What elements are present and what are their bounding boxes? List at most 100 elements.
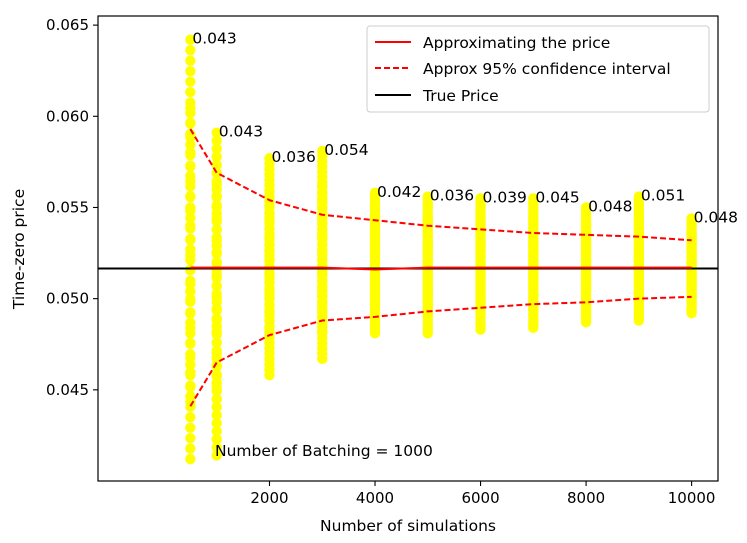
point-label: 0.048 [588, 197, 632, 215]
scatter-point [185, 293, 196, 305]
line-layer [98, 128, 718, 407]
scatter-point [185, 176, 196, 187]
scatter-point [317, 195, 328, 206]
scatter-point [185, 190, 196, 202]
scatter-point [264, 208, 275, 220]
scatter-point [185, 279, 196, 290]
scatter-point [185, 367, 196, 378]
scatter-point [211, 135, 222, 146]
y-tick-label: 0.050 [46, 290, 89, 308]
point-label: 0.036 [430, 187, 474, 205]
scatter-point [475, 193, 486, 204]
scatter-point [211, 151, 222, 163]
scatter-point [264, 292, 275, 303]
scatter-point [211, 348, 222, 360]
y-tick-label: 0.045 [46, 381, 89, 399]
point-label: 0.039 [483, 188, 527, 206]
point-label: 0.036 [271, 148, 315, 166]
scatter-point [211, 371, 222, 382]
scatter-point [211, 434, 222, 445]
scatter-point [686, 213, 697, 224]
scatter-point [185, 443, 196, 454]
scatter-point [185, 76, 196, 87]
scatter-point [185, 34, 196, 45]
scatter-point [185, 235, 196, 246]
scatter-point [317, 224, 328, 235]
scatter-point [211, 382, 222, 394]
scatter-point [185, 132, 196, 143]
scatter-point [317, 304, 328, 315]
scatter-point [317, 282, 328, 294]
scatter-point [211, 280, 222, 292]
x-tick-label: 10000 [668, 489, 716, 507]
legend-label-ci: Approx 95% confidence interval [423, 60, 671, 78]
scatter-point [185, 352, 196, 363]
scatter-point [264, 284, 275, 295]
scatter-point [211, 393, 222, 405]
y-tick-label: 0.060 [46, 107, 89, 125]
x-axis: 2000 4000 6000 8000 10000 [250, 481, 715, 507]
scatter-point [185, 422, 196, 433]
scatter-point [185, 359, 196, 370]
scatter-point [211, 190, 222, 201]
scatter-point [264, 277, 275, 288]
scatter-point [211, 167, 222, 179]
scatter-point [211, 326, 222, 337]
legend: Approximating the price Approx 95% confi… [366, 25, 710, 113]
batching-annotation: Number of Batching = 1000 [215, 442, 433, 460]
scatter-point [185, 44, 196, 56]
scatter-point [185, 161, 196, 173]
scatter-point [185, 323, 196, 334]
scatter-point [317, 217, 328, 228]
scatter-point [211, 292, 222, 303]
scatter-point [264, 153, 275, 164]
scatter-point [475, 213, 486, 225]
scatter-point [211, 450, 222, 461]
legend-frame [366, 25, 710, 113]
scatter-point [686, 227, 697, 239]
scatter-point [422, 191, 433, 202]
scatter-point [422, 212, 433, 224]
scatter-point [185, 205, 196, 217]
scatter-point [211, 247, 222, 258]
scatter-point [211, 201, 222, 213]
scatter-point [185, 396, 196, 407]
scatter-point [211, 314, 222, 326]
scatter-point [633, 212, 645, 224]
scatter-point [264, 254, 275, 265]
x-tick-label: 8000 [567, 489, 605, 507]
x-tick-label: 6000 [461, 489, 499, 507]
scatter-point [211, 179, 222, 190]
scatter-point [317, 145, 328, 157]
scatter-point [185, 86, 196, 98]
scatter-point [185, 337, 196, 349]
scatter-point [211, 426, 222, 437]
ci-upper-line [189, 128, 692, 242]
scatter-point [264, 337, 275, 349]
scatter-point [211, 401, 222, 413]
scatter-point [633, 191, 645, 202]
x-tick-label: 2000 [250, 489, 288, 507]
scatter-point [317, 188, 328, 199]
scatter-point [185, 102, 196, 114]
scatter-point [317, 326, 328, 337]
scatter-point [185, 432, 196, 444]
scatter-point [185, 308, 196, 319]
scatter-point [185, 220, 196, 231]
plot-frame [97, 15, 719, 482]
scatter-point [264, 231, 275, 242]
scatter-point [185, 286, 196, 297]
scatter-point [211, 337, 222, 348]
scatter-point [317, 268, 328, 279]
scatter-point [264, 269, 275, 280]
ci-lower-line [189, 295, 692, 407]
scatter-point [185, 381, 196, 393]
scatter-point [185, 117, 196, 128]
scatter-point [211, 417, 222, 429]
scatter-point [185, 146, 196, 158]
point-label: 0.051 [641, 187, 685, 205]
scatter-point [264, 307, 275, 318]
scatter-point [264, 185, 275, 197]
scatter-point [185, 249, 196, 261]
point-label: 0.043 [219, 123, 263, 141]
